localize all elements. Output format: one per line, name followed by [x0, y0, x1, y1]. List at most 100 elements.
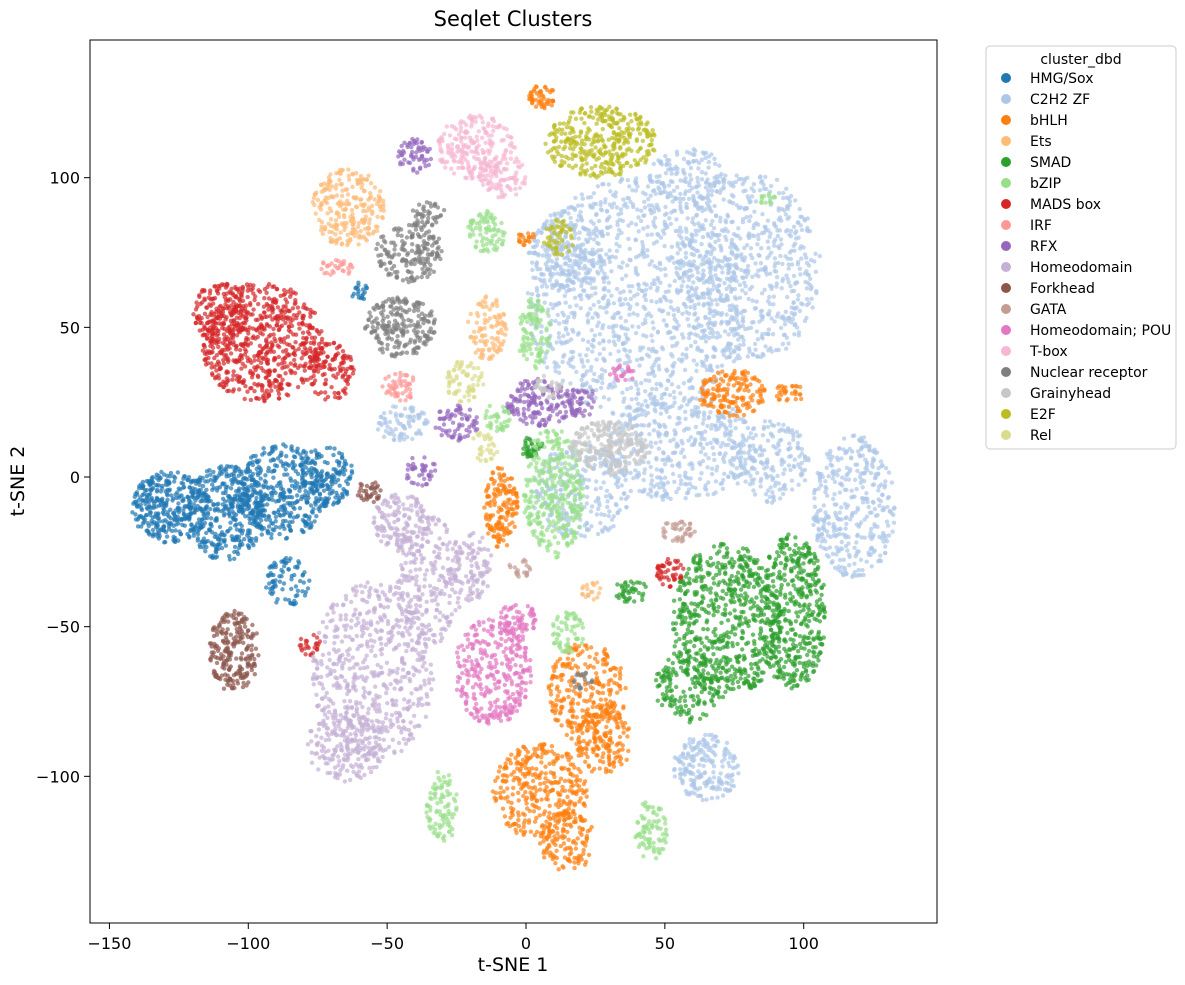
- data-point: [580, 196, 585, 201]
- data-point: [583, 468, 588, 474]
- data-point: [228, 526, 233, 531]
- data-point: [712, 156, 717, 161]
- data-point: [580, 649, 585, 654]
- data-point: [337, 483, 342, 488]
- data-point: [730, 180, 735, 186]
- data-point: [676, 486, 681, 491]
- data-point: [617, 507, 622, 513]
- data-point: [643, 389, 648, 394]
- data-point: [606, 298, 611, 303]
- data-point: [283, 467, 288, 472]
- data-point: [855, 505, 860, 511]
- data-point: [653, 191, 658, 196]
- data-point: [717, 780, 722, 785]
- data-point: [658, 439, 663, 444]
- data-point: [219, 545, 225, 551]
- data-point: [208, 521, 213, 526]
- data-point: [696, 228, 702, 233]
- data-point: [707, 306, 712, 311]
- data-point: [707, 199, 712, 204]
- data-point: [685, 317, 690, 322]
- data-point: [284, 454, 289, 459]
- data-point: [722, 459, 727, 465]
- data-point: [664, 433, 669, 438]
- data-point: [860, 567, 865, 573]
- data-point: [676, 260, 682, 265]
- data-point: [228, 520, 233, 525]
- data-point: [732, 286, 738, 292]
- data-point: [795, 297, 801, 302]
- data-point: [725, 271, 731, 276]
- data-point: [570, 269, 576, 274]
- data-point: [693, 339, 698, 345]
- data-point: [701, 295, 707, 300]
- data-point: [628, 258, 633, 263]
- data-point: [594, 479, 599, 484]
- data-point: [815, 470, 820, 476]
- data-point: [636, 473, 642, 478]
- data-point: [726, 342, 731, 347]
- data-point: [813, 251, 818, 256]
- data-point: [245, 506, 250, 512]
- data-point: [769, 316, 774, 321]
- data-point: [780, 341, 786, 347]
- data-point: [713, 743, 718, 748]
- data-point: [695, 296, 701, 301]
- data-point: [770, 332, 776, 337]
- data-point: [656, 208, 662, 213]
- data-point: [819, 517, 824, 522]
- data-point: [683, 744, 688, 749]
- data-point: [662, 219, 667, 225]
- data-point: [216, 542, 221, 548]
- data-point: [288, 556, 293, 561]
- data-point: [787, 454, 792, 459]
- data-point: [173, 508, 178, 513]
- data-point: [610, 254, 615, 259]
- data-point: [848, 517, 853, 522]
- data-point: [640, 239, 645, 245]
- data-point: [325, 460, 330, 466]
- data-point: [883, 544, 888, 549]
- data-point: [694, 362, 700, 367]
- data-point: [727, 199, 732, 204]
- data-point: [860, 500, 866, 505]
- data-point: [604, 488, 610, 493]
- data-point: [643, 317, 648, 322]
- data-point: [649, 314, 654, 319]
- data-point: [680, 447, 685, 452]
- data-point: [733, 255, 739, 261]
- data-point: [573, 195, 578, 201]
- data-point: [753, 199, 759, 204]
- data-point: [772, 243, 777, 248]
- data-point: [792, 464, 797, 470]
- data-point: [656, 185, 661, 190]
- data-point: [621, 347, 627, 352]
- data-point: [312, 461, 318, 466]
- data-point: [678, 767, 683, 772]
- data-point: [768, 183, 774, 189]
- data-point: [760, 433, 766, 438]
- data-point: [732, 445, 737, 451]
- data-point: [182, 474, 187, 479]
- data-point: [730, 772, 735, 777]
- data-point: [674, 265, 679, 271]
- data-point: [738, 472, 744, 477]
- data-point: [797, 308, 803, 314]
- data-point: [635, 401, 641, 406]
- data-point: [651, 428, 657, 433]
- data-point: [303, 513, 308, 518]
- data-point: [692, 746, 697, 751]
- data-point: [754, 354, 760, 359]
- data-point: [707, 316, 712, 322]
- data-point: [691, 358, 696, 363]
- data-point: [730, 778, 735, 783]
- data-point: [807, 229, 813, 234]
- data-point: [690, 463, 695, 468]
- data-point: [282, 490, 287, 495]
- data-point: [393, 414, 399, 419]
- data-point: [548, 271, 553, 276]
- data-point: [843, 516, 848, 521]
- data-point: [718, 298, 724, 303]
- data-point: [633, 178, 638, 184]
